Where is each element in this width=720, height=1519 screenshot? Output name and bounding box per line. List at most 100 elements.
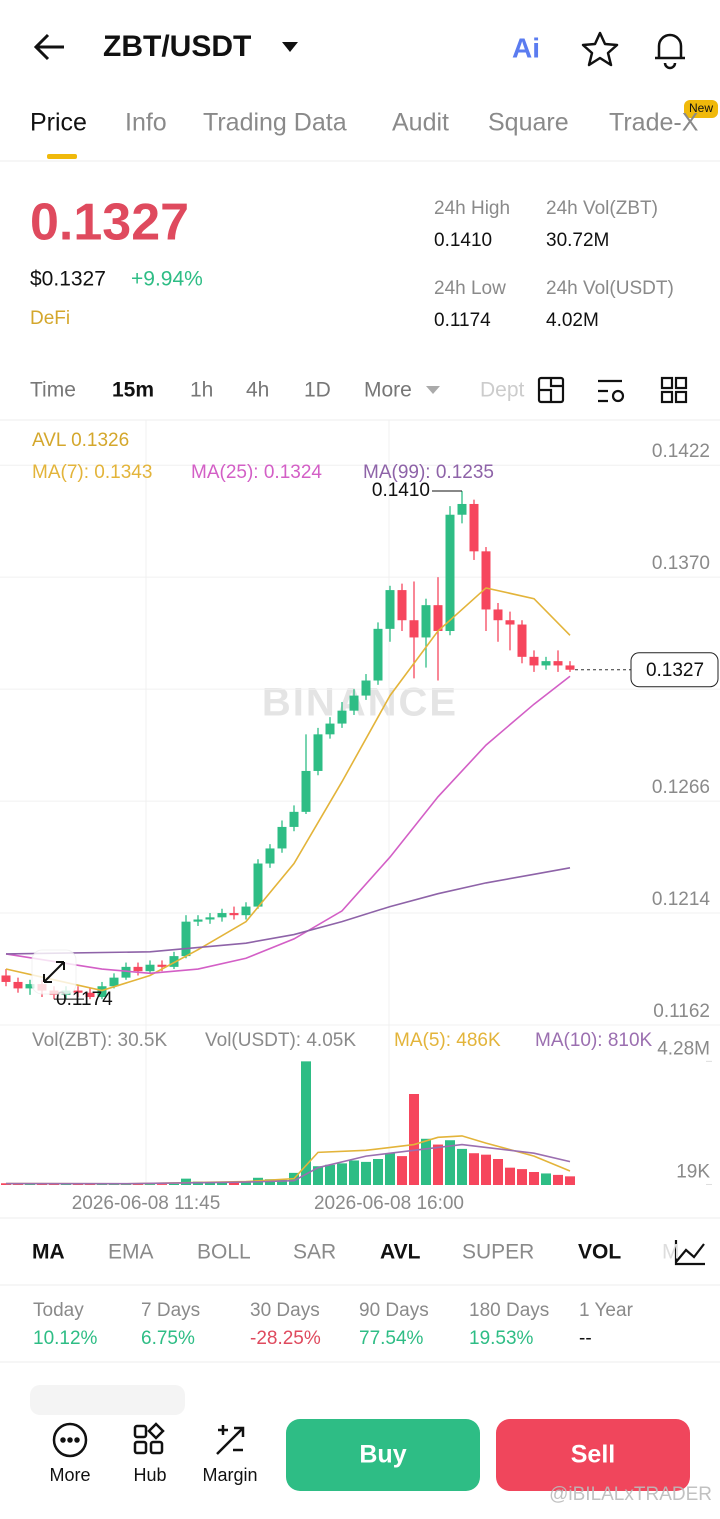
more-dropdown[interactable] (426, 386, 440, 394)
x-tick-label: 2026-06-08 11:45 (72, 1193, 221, 1214)
volume-bar (433, 1144, 443, 1185)
indicator-tab[interactable]: VOL (578, 1241, 621, 1264)
volume-bar (13, 1183, 23, 1185)
ai-button[interactable]: Ai (512, 32, 540, 63)
volume-bar (313, 1166, 323, 1185)
interval[interactable]: 15m (112, 379, 154, 402)
indicator-tab[interactable]: M (662, 1241, 680, 1264)
candle-body (421, 605, 431, 638)
candle-body (301, 770, 311, 812)
indicator-tab[interactable]: SAR (293, 1241, 336, 1264)
favorite-button[interactable] (581, 31, 619, 67)
volume-bar (241, 1181, 251, 1185)
stat-label: 24h Low (434, 278, 506, 299)
interval[interactable]: Time (30, 379, 76, 402)
return-value: 77.54% (359, 1328, 424, 1349)
interval[interactable]: 1D (304, 379, 331, 402)
stat-value: 4.02M (546, 310, 599, 331)
tab[interactable]: Trade-X (609, 109, 699, 137)
last-price: 0.1327 (30, 194, 189, 252)
volume-bar (373, 1159, 383, 1185)
candle-body (85, 992, 95, 998)
y-tick-label: 0.1162 (653, 1001, 710, 1022)
candle-body (133, 966, 143, 972)
interval[interactable]: 4h (246, 379, 269, 402)
bottom-nav-label[interactable]: More (49, 1465, 90, 1485)
tab[interactable]: Audit (392, 109, 449, 137)
return-period: 30 Days (250, 1300, 320, 1321)
candle-body (73, 990, 83, 993)
chart-subtitle: AVL 0.1326 (32, 430, 129, 451)
volume-bar (157, 1184, 167, 1185)
tab[interactable]: Info (125, 109, 167, 137)
volume-bar (493, 1159, 503, 1185)
expand-icon[interactable] (43, 961, 65, 983)
bottom-nav-label[interactable]: Margin (202, 1465, 257, 1485)
indicator-tab[interactable]: BOLL (197, 1241, 251, 1264)
interval[interactable]: 1h (190, 379, 213, 402)
candle-body (517, 624, 527, 657)
legend-entry: MA(7): 0.1343 (32, 462, 152, 483)
volume-bar (49, 1184, 59, 1185)
ma-line (5, 867, 571, 955)
candle-body (337, 710, 347, 724)
candle-body (1, 975, 11, 982)
volume-bar (349, 1160, 359, 1185)
placeholder-card (30, 1385, 185, 1415)
indicator-settings[interactable] (674, 1240, 705, 1266)
candle-body (121, 966, 131, 978)
watermark: BINANCE (262, 681, 458, 725)
candle-body (373, 628, 383, 681)
sector-tag[interactable]: DeFi (30, 308, 70, 329)
buy-button[interactable] (286, 1419, 480, 1491)
indicator-tab[interactable]: SUPER (462, 1241, 534, 1264)
candle-body (25, 984, 35, 989)
candle-body (541, 661, 551, 666)
bottom-icons[interactable] (52, 1422, 245, 1458)
sell-button[interactable] (496, 1419, 690, 1491)
volume-bar (421, 1138, 431, 1185)
candle-body (229, 913, 239, 916)
return-period: 1 Year (579, 1300, 634, 1321)
return-value: 10.12% (33, 1328, 98, 1349)
pair-dropdown[interactable] (282, 42, 298, 52)
return-period: Today (33, 1300, 84, 1321)
volume-legend: MA(5): 486K (394, 1030, 501, 1051)
indicator-tab[interactable]: MA (32, 1241, 65, 1264)
x-tick-label: 2026-06-08 16:00 (314, 1193, 464, 1214)
ma-line (5, 587, 571, 992)
pair-title[interactable]: ZBT/USDT (103, 30, 251, 63)
candle-body (253, 863, 263, 907)
return-period: 180 Days (469, 1300, 549, 1321)
y-tick-label: 0.1370 (652, 553, 710, 574)
volume-bar (229, 1182, 239, 1185)
tab[interactable]: Price (30, 109, 87, 137)
candle-body (241, 906, 251, 916)
candle-body (433, 605, 443, 631)
candle-body (529, 656, 539, 666)
sell-label[interactable]: Sell (571, 1441, 615, 1469)
indicator-tab[interactable]: EMA (108, 1241, 154, 1264)
buy-label[interactable]: Buy (359, 1441, 406, 1469)
interval[interactable]: Dept (480, 379, 525, 402)
legend-entry: MA(25): 0.1324 (191, 462, 322, 483)
candle-body (397, 590, 407, 621)
volume-bar (565, 1176, 575, 1185)
bottom-nav-label[interactable]: Hub (133, 1465, 166, 1485)
candle-body (457, 503, 467, 515)
watermark: @iBILALxTRADER (549, 1484, 712, 1505)
back-button[interactable] (33, 33, 64, 61)
indicator-tab[interactable]: AVL (380, 1241, 421, 1264)
volume-bar (529, 1172, 539, 1185)
tab[interactable]: Square (488, 109, 569, 137)
chart-tools[interactable] (537, 376, 688, 404)
candle-body (205, 917, 215, 920)
candle-body (265, 848, 275, 864)
alert-button[interactable] (655, 33, 685, 70)
high-label: 0.1410 (372, 480, 430, 501)
tab[interactable]: Trading Data (203, 109, 347, 137)
interval[interactable]: More (364, 379, 412, 402)
volume-bar (169, 1183, 179, 1185)
candle-body (145, 964, 155, 972)
